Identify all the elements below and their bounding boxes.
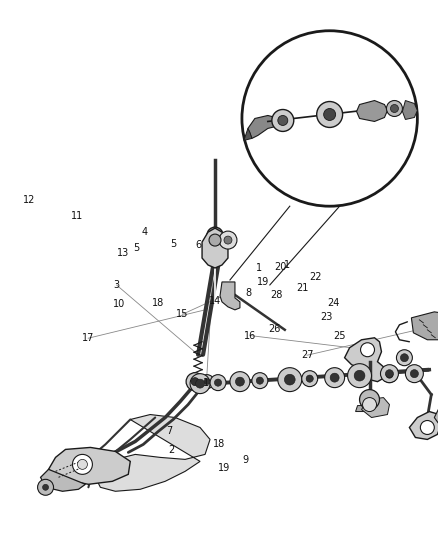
Text: 1: 1 <box>284 261 290 270</box>
Circle shape <box>207 227 223 243</box>
Circle shape <box>230 372 249 392</box>
Circle shape <box>204 378 209 385</box>
Circle shape <box>305 375 313 382</box>
Circle shape <box>347 364 371 387</box>
Circle shape <box>316 101 342 127</box>
Text: 25: 25 <box>333 330 345 341</box>
Text: 12: 12 <box>23 195 35 205</box>
Circle shape <box>186 373 204 391</box>
Circle shape <box>42 484 49 490</box>
Polygon shape <box>201 228 227 268</box>
Circle shape <box>223 236 231 244</box>
Text: 4: 4 <box>142 227 148 237</box>
Circle shape <box>360 343 374 357</box>
Circle shape <box>214 379 221 386</box>
Circle shape <box>38 479 53 495</box>
Circle shape <box>190 374 209 393</box>
Circle shape <box>324 368 344 387</box>
Text: 2: 2 <box>168 445 174 455</box>
Text: 10: 10 <box>113 298 125 309</box>
Text: 24: 24 <box>326 297 339 308</box>
Circle shape <box>381 367 396 383</box>
Text: 15: 15 <box>176 309 188 319</box>
Text: 16: 16 <box>244 330 256 341</box>
Circle shape <box>284 374 294 385</box>
Circle shape <box>277 116 287 125</box>
Polygon shape <box>95 415 209 491</box>
Circle shape <box>208 234 220 246</box>
Text: 13: 13 <box>117 248 129 258</box>
Polygon shape <box>49 447 130 484</box>
Text: 14: 14 <box>208 296 221 306</box>
Circle shape <box>251 373 267 389</box>
Circle shape <box>271 109 293 132</box>
Circle shape <box>353 370 364 381</box>
Text: 9: 9 <box>242 455 248 465</box>
Polygon shape <box>355 406 383 411</box>
Circle shape <box>404 365 422 383</box>
Polygon shape <box>402 101 417 119</box>
Text: 26: 26 <box>268 324 280 334</box>
Circle shape <box>399 354 407 362</box>
Text: 5: 5 <box>170 239 176 249</box>
Circle shape <box>410 369 417 378</box>
Circle shape <box>219 231 237 249</box>
Circle shape <box>200 375 214 389</box>
Polygon shape <box>244 128 251 140</box>
Circle shape <box>72 455 92 474</box>
Text: 20: 20 <box>274 262 286 271</box>
Polygon shape <box>40 470 85 491</box>
Circle shape <box>256 377 263 384</box>
Circle shape <box>301 370 317 386</box>
Text: 22: 22 <box>309 272 321 282</box>
Circle shape <box>385 101 402 117</box>
Text: 27: 27 <box>300 350 313 360</box>
Circle shape <box>396 350 411 366</box>
Text: 8: 8 <box>244 288 251 298</box>
Circle shape <box>77 459 87 470</box>
Text: 1: 1 <box>255 263 261 273</box>
Text: 6: 6 <box>195 240 201 251</box>
Circle shape <box>420 421 433 434</box>
Polygon shape <box>344 338 384 382</box>
Text: 1: 1 <box>203 378 209 389</box>
Text: 19: 19 <box>257 278 269 287</box>
Text: 23: 23 <box>320 312 332 322</box>
Text: 3: 3 <box>113 280 120 290</box>
Polygon shape <box>219 282 240 310</box>
Polygon shape <box>356 101 387 122</box>
Polygon shape <box>410 312 438 340</box>
Text: 7: 7 <box>166 426 172 436</box>
Circle shape <box>359 390 378 409</box>
Circle shape <box>380 365 398 383</box>
Text: 18: 18 <box>213 440 225 449</box>
Circle shape <box>385 370 392 378</box>
Circle shape <box>389 104 398 112</box>
Circle shape <box>191 378 198 385</box>
Polygon shape <box>247 116 279 139</box>
Circle shape <box>209 375 226 391</box>
Polygon shape <box>433 405 438 427</box>
Polygon shape <box>409 411 438 439</box>
Circle shape <box>385 371 392 378</box>
Circle shape <box>329 373 338 382</box>
Polygon shape <box>361 398 389 417</box>
Text: 19: 19 <box>217 463 230 473</box>
Text: 21: 21 <box>296 282 308 293</box>
Circle shape <box>195 379 204 388</box>
Circle shape <box>235 377 244 386</box>
Text: 11: 11 <box>71 211 83 221</box>
Text: 18: 18 <box>152 297 164 308</box>
Circle shape <box>323 109 335 120</box>
Text: 17: 17 <box>82 333 94 343</box>
Circle shape <box>277 368 301 392</box>
Text: 28: 28 <box>269 289 282 300</box>
Circle shape <box>362 398 376 411</box>
Text: 5: 5 <box>133 243 139 253</box>
